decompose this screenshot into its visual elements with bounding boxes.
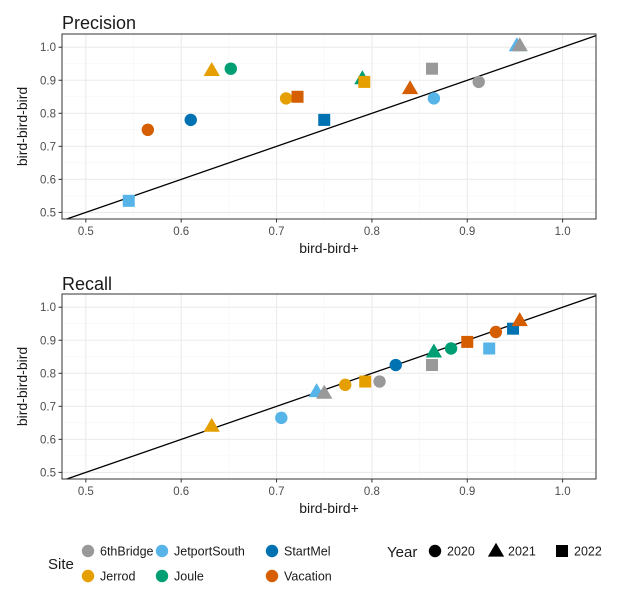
precision-y-tick-label: 0.8 <box>40 108 56 120</box>
precision-x-tick-label: 0.5 <box>78 226 94 238</box>
recall-title: Recall <box>62 274 112 294</box>
precision-y-tick-label: 0.7 <box>40 141 56 153</box>
recall-grid <box>62 294 596 479</box>
precision-points <box>122 37 528 207</box>
legend-swatch-jetportsouth <box>155 544 169 558</box>
precision-y-tick-label: 0.5 <box>40 207 56 219</box>
legend-site-entries: 6thBridge JetportSouth StartMel Jerrod Joule… <box>81 544 332 584</box>
legend-label-joule: Joule <box>174 570 204 584</box>
recall-x-tick-label: 0.7 <box>269 486 285 498</box>
legend-year-label-2020: 2020 <box>447 545 475 559</box>
legend-year-marker-2020 <box>428 544 442 558</box>
recall-x-tick-label: 0.9 <box>459 486 475 498</box>
legend-year-marker-2022 <box>556 545 568 557</box>
legend-label-6thbridge: 6thBridge <box>100 545 154 559</box>
recall-point-jerrod-2022 <box>359 375 372 388</box>
precision-y-tick-label: 0.6 <box>40 174 56 186</box>
recall-point-6thbridge-2021 <box>316 384 333 399</box>
recall-x-tick-label: 0.8 <box>364 486 380 498</box>
precision-point-jetportsouth-2020 <box>427 92 441 105</box>
recall-y-tick-label: 0.5 <box>40 467 56 479</box>
recall-x-tick-label: 0.6 <box>173 486 189 498</box>
legend-year-label-2021: 2021 <box>508 545 536 559</box>
precision-x-tick-label: 0.9 <box>459 226 475 238</box>
precision-title: Precision <box>62 13 136 33</box>
recall-y-tick-label: 1.0 <box>40 302 56 314</box>
recall-y-tick-label: 0.8 <box>40 368 56 380</box>
recall-point-startmel-2020 <box>389 358 402 372</box>
legend-label-jerrod: Jerrod <box>100 570 135 584</box>
legend: Site 6thBridge JetportSouth StartMel Jerrod… <box>48 542 602 584</box>
precision-point-vacation-2020 <box>141 123 155 137</box>
recall-panel-border <box>61 293 597 480</box>
recall-x-tick-label: 1.0 <box>555 486 571 498</box>
legend-swatch-joule <box>155 569 169 583</box>
legend-site-title: Site <box>48 556 74 573</box>
precision-x-tick-label: 0.8 <box>364 226 380 238</box>
recall-point-vacation-2020 <box>489 325 503 339</box>
precision-x-tick-label: 0.7 <box>269 226 285 238</box>
precision-x-tick-label: 1.0 <box>555 226 571 238</box>
precision-point-startmel-2020 <box>184 113 197 127</box>
precision-point-joule-2020 <box>224 62 237 75</box>
legend-year-label-2022: 2022 <box>574 545 602 559</box>
recall-x-axis-label: bird-bird+ <box>299 500 359 516</box>
recall-point-vacation-2021 <box>511 312 528 327</box>
legend-swatch-jerrod <box>81 569 95 583</box>
recall-y-ticks: 0.5 0.6 0.7 0.8 0.9 1.0 <box>40 302 62 479</box>
precision-point-startmel-2022 <box>318 113 331 126</box>
precision-y-tick-label: 0.9 <box>40 75 56 87</box>
legend-year-title: Year <box>387 544 417 561</box>
precision-panel: Precision 0.5 0.6 0.7 0.8 0.9 1.0 0.50.60.70.… <box>14 13 597 256</box>
precision-grid <box>62 34 596 219</box>
precision-point-jerrod-2020 <box>279 92 293 105</box>
recall-panel-background <box>62 294 596 479</box>
precision-identity-line <box>66 35 597 220</box>
precision-point-6thbridge-2022 <box>425 62 438 75</box>
recall-point-jetportsouth-2022 <box>483 342 496 355</box>
legend-swatch-6thbridge <box>81 544 95 558</box>
precision-point-jerrod-2022 <box>358 75 371 88</box>
legend-swatch-startmel <box>265 544 279 558</box>
recall-y-axis-label: bird-bird-bird <box>14 347 30 426</box>
recall-y-tick-label: 0.9 <box>40 335 56 347</box>
precision-panel-border <box>61 33 597 220</box>
recall-point-6thbridge-2020 <box>373 375 386 388</box>
precision-point-jetportsouth-2022 <box>122 194 135 207</box>
legend-swatch-vacation <box>265 569 279 583</box>
legend-year-marker-2021 <box>487 542 505 557</box>
recall-y-tick-label: 0.7 <box>40 401 56 413</box>
legend-label-vacation: Vacation <box>284 570 332 584</box>
recall-point-jetportsouth-2020 <box>275 411 288 425</box>
precision-x-axis-label: bird-bird+ <box>299 240 359 256</box>
recall-point-vacation-2022 <box>461 335 474 348</box>
precision-point-6thbridge-2020 <box>472 75 485 89</box>
precision-point-jerrod-2021 <box>203 62 220 76</box>
legend-label-jetportsouth: JetportSouth <box>174 545 245 559</box>
recall-y-tick-label: 0.6 <box>40 434 56 446</box>
recall-panel: Recall 0.5 0.6 0.7 0.8 0.9 1.0 0.50.60.70.80.… <box>14 274 597 516</box>
recall-point-jerrod-2021 <box>203 417 220 432</box>
precision-point-6thbridge-2021 <box>511 37 528 52</box>
recall-x-ticks: 0.5 0.6 0.7 0.8 0.9 1.0 <box>78 479 571 498</box>
precision-point-vacation-2022 <box>291 90 304 103</box>
recall-x-tick-label: 0.5 <box>78 486 94 498</box>
precision-point-vacation-2021 <box>401 80 419 95</box>
recall-point-joule-2021 <box>425 343 443 358</box>
recall-point-jerrod-2020 <box>339 378 352 392</box>
precision-y-tick-label: 1.0 <box>40 42 56 54</box>
precision-x-ticks: 0.5 0.6 0.7 0.8 0.9 1.0 <box>78 219 571 238</box>
precision-panel-background <box>62 34 596 219</box>
recall-point-joule-2020 <box>444 342 458 355</box>
precision-y-axis-label: bird-bird-bird <box>14 87 30 166</box>
legend-year-entries: 2020 2021 2022 <box>428 542 602 559</box>
recall-points <box>203 312 528 432</box>
precision-x-tick-label: 0.6 <box>173 226 189 238</box>
precision-y-ticks: 0.5 0.6 0.7 0.8 0.9 1.0 <box>40 42 62 219</box>
recall-point-6thbridge-2022 <box>425 359 438 372</box>
legend-label-startmel: StartMel <box>284 545 331 559</box>
